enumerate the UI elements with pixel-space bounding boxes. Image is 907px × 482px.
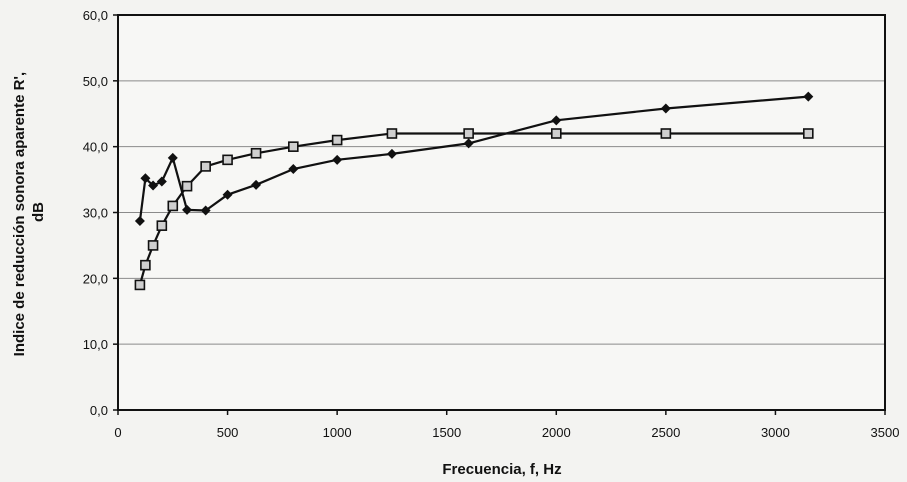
y-tick-label: 60,0 bbox=[83, 8, 108, 23]
series-2-point bbox=[463, 128, 474, 139]
series-1-point bbox=[463, 138, 474, 149]
series-1-point bbox=[182, 204, 193, 215]
x-axis: 0 500 1000 1500 2000 2500 3000 3500 bbox=[114, 410, 899, 440]
y-axis-title: Indice de reducción sonora aparente R', … bbox=[11, 68, 47, 357]
series-2-point bbox=[802, 128, 814, 139]
series-1-point bbox=[156, 176, 167, 187]
y-tick-label: 10,0 bbox=[83, 337, 108, 352]
x-tick-label: 2000 bbox=[542, 425, 571, 440]
x-tick-label: 1000 bbox=[323, 425, 352, 440]
series-1-point bbox=[288, 164, 299, 175]
series-2-point bbox=[222, 154, 233, 166]
series-1-point bbox=[551, 115, 562, 126]
x-tick-label: 3500 bbox=[871, 425, 900, 440]
series-1-point bbox=[803, 91, 814, 102]
series-1-point bbox=[660, 103, 671, 114]
x-tick-label: 1500 bbox=[432, 425, 461, 440]
series-2-point bbox=[331, 134, 343, 146]
y-tick-label: 40,0 bbox=[83, 140, 108, 155]
series-1-line bbox=[138, 95, 809, 222]
series-2-point bbox=[181, 180, 193, 192]
series-2-point bbox=[167, 200, 179, 212]
y-axis-title-line-2: dB bbox=[30, 202, 47, 222]
series-2-point bbox=[200, 161, 211, 172]
series-2-point bbox=[386, 128, 398, 139]
x-tick-label: 3000 bbox=[761, 425, 790, 440]
x-tick-label: 2500 bbox=[651, 425, 680, 440]
series-2-point bbox=[140, 259, 151, 271]
series-2-point bbox=[288, 141, 299, 152]
series-1-point bbox=[140, 173, 151, 184]
series-2-line bbox=[138, 132, 809, 286]
series-2-point bbox=[134, 279, 146, 291]
series-2-point bbox=[147, 240, 159, 251]
series-2-point bbox=[550, 128, 562, 139]
y-tick-label: 20,0 bbox=[83, 271, 108, 286]
plot-area bbox=[117, 14, 886, 411]
y-tick-label: 30,0 bbox=[83, 206, 108, 221]
series-1-point bbox=[134, 216, 145, 227]
series-1-point bbox=[148, 180, 159, 191]
series-1-point bbox=[200, 205, 211, 216]
series-1-point bbox=[332, 154, 343, 165]
series-2-point bbox=[250, 147, 262, 159]
y-tick-label: 50,0 bbox=[83, 74, 108, 89]
series-1-point bbox=[222, 189, 233, 200]
series-1-point bbox=[167, 152, 178, 163]
x-axis-title: Frecuencia, f, Hz bbox=[442, 461, 561, 478]
series-1-point bbox=[251, 179, 262, 190]
y-axis-title-line-1: Indice de reducción sonora aparente R', bbox=[11, 72, 28, 356]
x-tick-label: 0 bbox=[114, 425, 121, 440]
y-axis: 0,0 10,0 20,0 30,0 40,0 50,0 60,0 bbox=[83, 8, 118, 418]
series-1-point bbox=[386, 148, 397, 159]
series-2-point bbox=[660, 128, 672, 139]
series-2-point bbox=[156, 220, 168, 231]
y-tick-label: 0,0 bbox=[90, 403, 108, 418]
x-tick-label: 500 bbox=[217, 425, 239, 440]
